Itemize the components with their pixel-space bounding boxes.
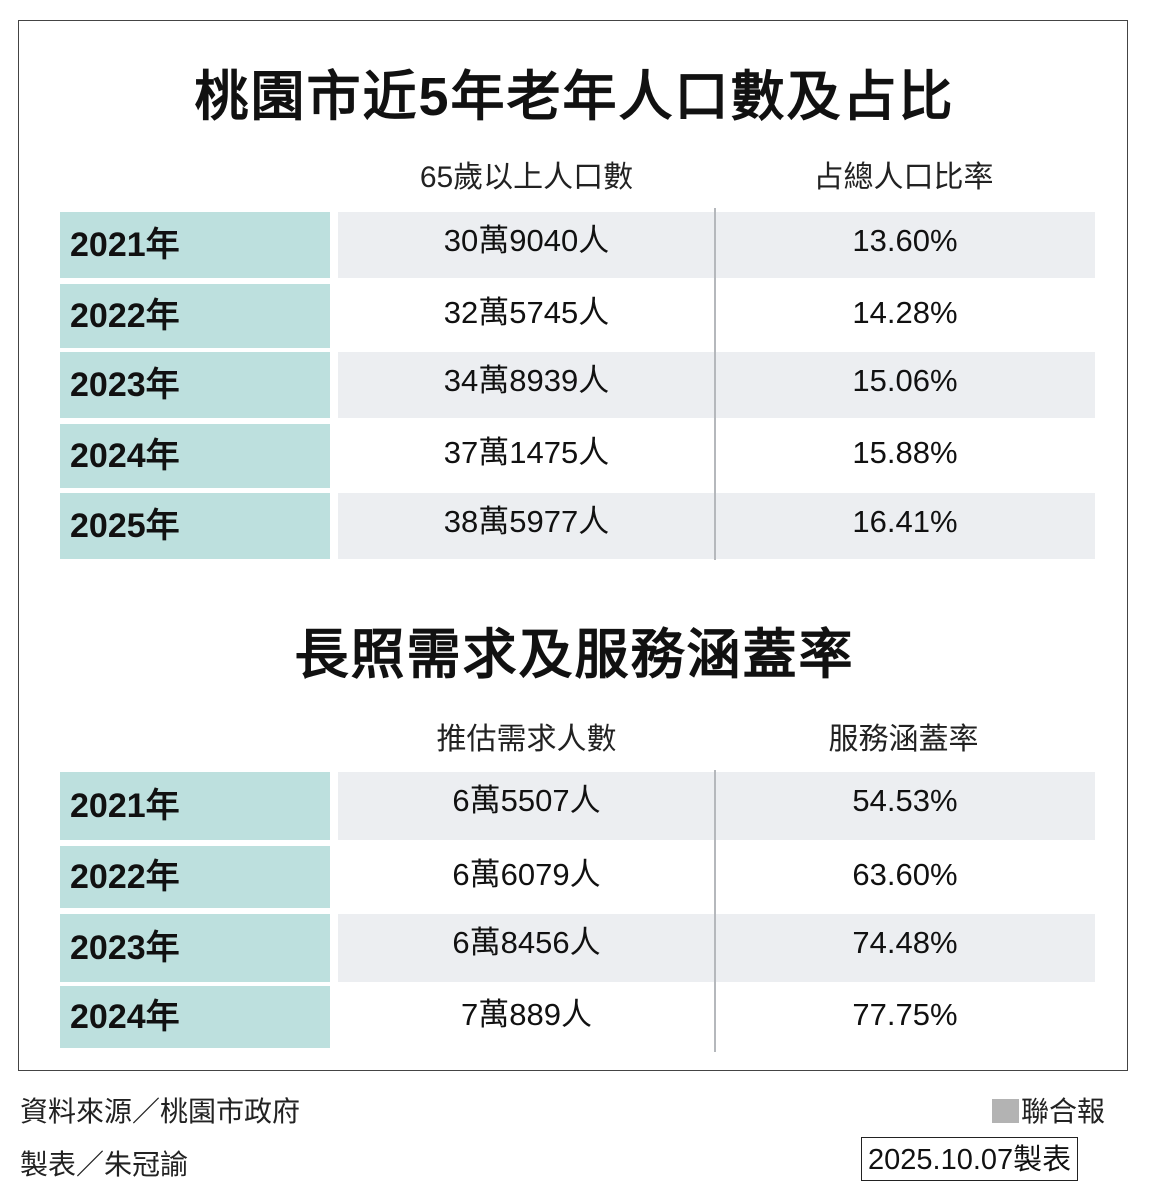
date-stamp: 2025.10.07製表	[861, 1137, 1079, 1181]
ratio-cell: 15.88%	[852, 435, 958, 470]
table-row: 2024年 7萬889人 77.75%	[60, 986, 1095, 1048]
ratio-cell: 77.75%	[852, 997, 958, 1032]
data-cell-group: 7萬889人 77.75%	[338, 986, 1095, 1048]
table1-header-count: 65歲以上人口數	[419, 161, 634, 194]
table2-title: 長照需求及服務涵蓋率	[294, 625, 855, 685]
value-cell: 32萬5745人	[443, 295, 610, 330]
table2-divider	[714, 770, 716, 1052]
table1-header-ratio: 占總人口比率	[813, 161, 994, 194]
source-note: 資料來源／桃園市政府	[20, 1096, 301, 1127]
ratio-cell: 13.60%	[852, 223, 958, 258]
value-cell: 34萬8939人	[443, 363, 610, 398]
data-cell-group: 37萬1475人 15.88%	[338, 424, 1095, 488]
year-cell: 2025年	[60, 493, 330, 559]
table1-divider	[714, 208, 716, 560]
year-cell: 2023年	[60, 352, 330, 418]
table-row: 2025年 38萬5977人 16.41%	[60, 493, 1095, 559]
data-cell-group: 6萬8456人 74.48%	[338, 914, 1095, 982]
table-row: 2021年 30萬9040人 13.60%	[60, 212, 1095, 278]
year-cell: 2021年	[60, 212, 330, 278]
ratio-cell: 74.48%	[852, 925, 958, 960]
year-cell: 2021年	[60, 772, 330, 840]
year-cell: 2024年	[60, 424, 330, 488]
brand-square-icon	[992, 1099, 1019, 1123]
table-row: 2022年 32萬5745人 14.28%	[60, 284, 1095, 348]
table-row: 2023年 6萬8456人 74.48%	[60, 914, 1095, 982]
year-cell: 2022年	[60, 846, 330, 908]
value-cell: 30萬9040人	[443, 223, 610, 258]
year-cell: 2024年	[60, 986, 330, 1048]
year-cell: 2022年	[60, 284, 330, 348]
infographic-frame	[18, 20, 1128, 1071]
year-cell: 2023年	[60, 914, 330, 982]
brand-name: 聯合報	[1021, 1096, 1106, 1127]
value-cell: 6萬5507人	[452, 783, 601, 818]
table2-header-demand: 推估需求人數	[436, 723, 617, 756]
table1-title: 桃園市近5年老年人口數及占比	[194, 67, 955, 127]
value-cell: 7萬889人	[461, 997, 592, 1032]
data-cell-group: 38萬5977人 16.41%	[338, 493, 1095, 559]
ratio-cell: 14.28%	[852, 295, 958, 330]
value-cell: 6萬8456人	[452, 925, 601, 960]
table-row: 2022年 6萬6079人 63.60%	[60, 846, 1095, 908]
table-row: 2021年 6萬5507人 54.53%	[60, 772, 1095, 840]
ratio-cell: 16.41%	[852, 504, 958, 539]
table-row: 2023年 34萬8939人 15.06%	[60, 352, 1095, 418]
data-cell-group: 34萬8939人 15.06%	[338, 352, 1095, 418]
data-cell-group: 32萬5745人 14.28%	[338, 284, 1095, 348]
ratio-cell: 15.06%	[852, 363, 958, 398]
value-cell: 6萬6079人	[452, 857, 601, 892]
value-cell: 37萬1475人	[443, 435, 610, 470]
brand-logo: 聯合報	[992, 1090, 1105, 1130]
value-cell: 38萬5977人	[443, 504, 610, 539]
data-cell-group: 6萬6079人 63.60%	[338, 846, 1095, 908]
author-note: 製表／朱冠諭	[20, 1149, 189, 1180]
ratio-cell: 54.53%	[852, 783, 958, 818]
table2-header-coverage: 服務涵蓋率	[828, 723, 979, 756]
data-cell-group: 30萬9040人 13.60%	[338, 212, 1095, 278]
table-row: 2024年 37萬1475人 15.88%	[60, 424, 1095, 488]
ratio-cell: 63.60%	[852, 857, 958, 892]
data-cell-group: 6萬5507人 54.53%	[338, 772, 1095, 840]
